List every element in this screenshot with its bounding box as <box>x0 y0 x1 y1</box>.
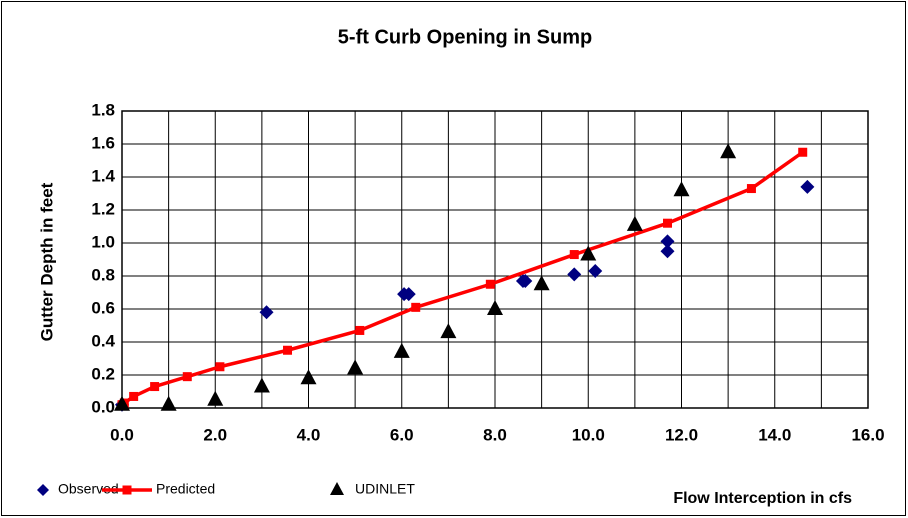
x-axis-label: Flow Interception in cfs <box>673 490 852 507</box>
square-marker <box>355 325 365 335</box>
diamond-marker <box>660 244 675 259</box>
diamond-marker <box>800 179 815 194</box>
plot-border <box>121 110 869 409</box>
triangle-marker <box>300 369 317 385</box>
y-tick-label: 0.8 <box>91 265 115 284</box>
legend-marker <box>330 482 344 495</box>
triangle-marker <box>487 300 503 315</box>
y-tick-label: 1.6 <box>91 133 115 152</box>
x-tick-label: 4.0 <box>297 425 321 444</box>
triangle-marker <box>626 215 643 231</box>
x-tick-label: 10.0 <box>572 425 605 444</box>
triangle-marker <box>580 245 597 261</box>
triangle-marker <box>207 390 224 406</box>
square-marker <box>569 250 579 260</box>
square-marker <box>411 302 421 312</box>
square-marker <box>182 372 192 382</box>
y-tick-label: 0.2 <box>91 364 115 383</box>
x-tick-label: 6.0 <box>390 425 414 444</box>
x-tick-label: 16.0 <box>851 425 884 444</box>
triangle-marker <box>673 181 690 197</box>
diamond-marker <box>588 264 603 279</box>
legend-marker <box>37 484 49 496</box>
square-marker <box>215 362 225 372</box>
y-axis-label: Gutter Depth in feet <box>37 182 56 341</box>
diamond-marker <box>518 273 533 288</box>
diamond-marker <box>660 234 675 249</box>
x-tick-label: 2.0 <box>203 425 227 444</box>
x-tick-label: 0.0 <box>110 425 134 444</box>
triangle-marker <box>533 275 550 291</box>
legend-label: Observed <box>58 481 119 497</box>
chart-title: 5-ft Curb Opening in Sump <box>338 26 592 48</box>
triangle-marker <box>160 395 177 411</box>
square-marker <box>746 184 756 194</box>
y-tick-label: 1.4 <box>91 166 115 185</box>
legend-marker <box>122 485 132 495</box>
triangle-marker <box>393 342 410 358</box>
legend-label: Predicted <box>156 481 215 497</box>
y-tick-label: 0.0 <box>91 397 115 416</box>
square-marker <box>129 391 139 401</box>
y-tick-label: 0.6 <box>91 298 115 317</box>
diamond-marker <box>401 287 416 302</box>
x-tick-label: 8.0 <box>483 425 507 444</box>
triangle-marker <box>720 143 737 159</box>
square-marker <box>798 147 808 157</box>
y-tick-label: 1.2 <box>91 199 115 218</box>
diamond-marker <box>259 305 274 320</box>
x-tick-label: 14.0 <box>758 425 791 444</box>
x-tick-label: 12.0 <box>665 425 698 444</box>
triangle-marker <box>114 395 130 411</box>
square-marker <box>283 345 293 355</box>
square-marker <box>150 382 160 392</box>
triangle-marker <box>440 323 457 339</box>
triangle-marker <box>347 359 364 375</box>
square-marker <box>485 279 495 289</box>
legend-label: UDINLET <box>355 481 415 497</box>
square-marker <box>663 218 673 228</box>
triangle-marker <box>253 377 270 393</box>
y-tick-label: 0.4 <box>91 331 115 350</box>
y-tick-label: 1.0 <box>91 232 115 251</box>
y-tick-label: 1.8 <box>91 100 115 119</box>
diamond-marker <box>567 267 582 282</box>
